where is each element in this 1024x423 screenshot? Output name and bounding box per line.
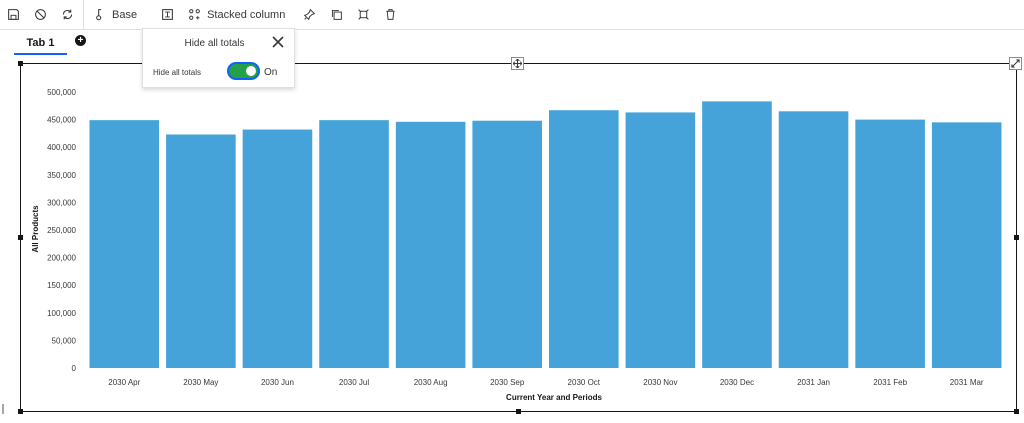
- scroll-marker: [2, 404, 4, 414]
- pin-icon: [304, 8, 316, 21]
- chart-type-icon: [189, 9, 200, 20]
- toggle-knob: [246, 66, 256, 76]
- base-label: Base: [112, 8, 138, 21]
- focus-button[interactable]: [350, 0, 377, 30]
- resize-handle-left[interactable]: [18, 235, 23, 240]
- trash-icon: [386, 9, 395, 20]
- focus-icon: [358, 9, 370, 20]
- move-handle-button[interactable]: [511, 57, 524, 70]
- save-button[interactable]: [0, 0, 27, 30]
- resize-handle-right[interactable]: [1014, 235, 1019, 240]
- add-tab-icon[interactable]: +: [75, 35, 86, 46]
- chart-type-label: Stacked column: [207, 8, 286, 21]
- duplicate-button[interactable]: [323, 0, 350, 30]
- resize-handle-top-left[interactable]: [18, 61, 23, 66]
- pin-button[interactable]: [296, 0, 323, 30]
- expand-icon: [1011, 59, 1020, 68]
- expand-button[interactable]: [1009, 57, 1022, 70]
- visualization-button[interactable]: [154, 0, 181, 30]
- refresh-icon: [62, 9, 73, 20]
- save-icon: [8, 9, 19, 20]
- hide-totals-popover: Hide all totals Hide all totals On: [142, 28, 295, 88]
- tab-1[interactable]: Tab 1: [14, 35, 67, 55]
- base-button[interactable]: Base: [86, 0, 144, 30]
- delete-button[interactable]: [377, 0, 404, 30]
- visualization-icon: [162, 9, 173, 20]
- base-icon: [96, 9, 102, 21]
- hide-totals-toggle[interactable]: [227, 62, 260, 80]
- toolbar: Base Stacked column: [0, 0, 1024, 30]
- widget-frame[interactable]: [20, 63, 1017, 412]
- chart-type-button[interactable]: Stacked column: [181, 0, 292, 30]
- hide-totals-label: Hide all totals: [153, 68, 202, 77]
- popover-title: Hide all totals: [184, 38, 245, 49]
- refresh-button[interactable]: [54, 0, 81, 30]
- duplicate-icon: [332, 9, 343, 20]
- resize-handle-bottom-left[interactable]: [18, 409, 23, 414]
- toolbar-divider: [83, 0, 84, 30]
- tab-bar: Tab 1 +: [0, 30, 1024, 56]
- close-icon[interactable]: [272, 36, 284, 48]
- resize-handle-bottom-right[interactable]: [1014, 409, 1019, 414]
- undo-button[interactable]: [27, 0, 54, 30]
- resize-handle-bottom[interactable]: [516, 409, 521, 414]
- move-icon: [513, 59, 522, 68]
- toggle-state-label: On: [264, 67, 278, 78]
- undo-icon: [35, 9, 46, 20]
